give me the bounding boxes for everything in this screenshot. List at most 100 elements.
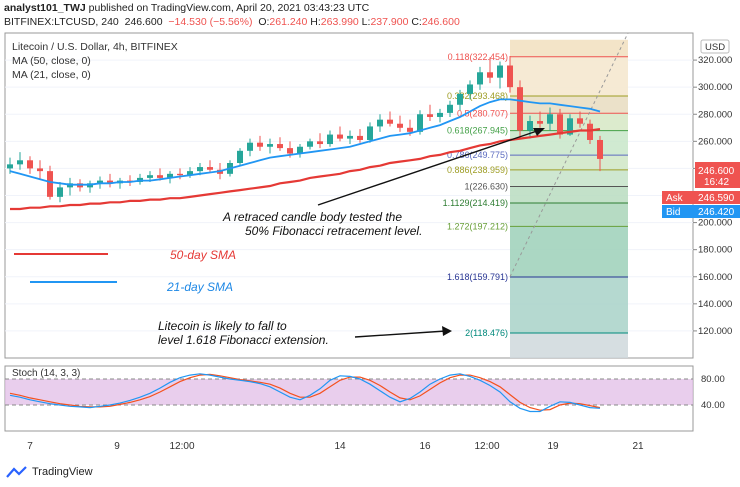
header-price: 246.600 [124,16,163,28]
candle-body [577,118,583,124]
fib-band [510,39,628,57]
sma21-annotation: 21-day SMA [166,280,233,294]
y-tick-label: 320.000 [698,55,732,66]
sma50-annotation: 50-day SMA [170,248,236,262]
fib-level-label: 0.5(280.707) [457,108,508,118]
candle-body [287,148,293,154]
candle-body [507,65,513,88]
y-tick-label: 300.000 [698,82,732,93]
stochastic-pane: 80.00 40.00 Stoch (14, 3, 3) [4,365,725,432]
candle-body [377,119,383,127]
retrace-annotation-1: A retraced candle body tested the [222,210,402,224]
candle-body [297,146,303,154]
candle-body [407,127,413,132]
fib-level-label: 0.118(322.454) [448,52,508,62]
y-tick-label: 280.000 [698,109,732,120]
stoch-level-label: 80.00 [701,374,725,385]
candle-body [567,118,573,135]
candle-body [57,187,63,197]
candle-body [207,167,213,170]
fib-band [510,169,628,187]
retrace-annotation-2: 50% Fibonacci retracement level. [245,224,422,238]
y-tick-label: 120.000 [698,326,732,337]
fall-arrow [354,330,447,338]
candle-body [237,150,243,163]
candle-body [267,144,273,147]
fall-annotation-2: level 1.618 Fibonacci extension. [158,333,329,347]
ma21-line [9,98,601,186]
ma50-legend: MA (50, close, 0) [12,55,91,67]
y-tick-label: 160.000 [698,272,732,283]
y-tick-label: 180.000 [698,245,732,256]
candle-body [477,72,483,85]
candle-body [397,123,403,128]
fib-level-label: 0.786(249.775) [447,150,508,160]
candle-body [557,114,563,135]
retrace-arrow [317,129,541,206]
stoch-band [5,379,693,405]
time-axis[interactable]: 7 9 12:00 14 16 12:00 19 21 [27,441,644,452]
candle-body [17,160,23,165]
publish-info: analyst101_TWJ published on TradingView.… [4,2,370,14]
svg-text:246.590: 246.590 [698,193,735,204]
candle-body [27,160,33,169]
candle-body [147,175,153,178]
footer-brand: TradingView [32,466,93,478]
candle-body [47,171,53,197]
fib-level-label: 2(118.476) [465,328,508,338]
svg-text:Bid: Bid [666,207,680,218]
header-change: −14.530 (−5.56%) [168,16,253,28]
currency-label: USD [705,42,725,53]
currency-badge[interactable] [700,39,730,54]
fib-level-label: 1(226.630) [464,182,508,192]
fib-band [510,186,628,204]
candle-body [157,175,163,178]
tradingview-logo[interactable]: TradingView [6,466,93,478]
chart-title: Litecoin / U.S. Dollar, 4h, BITFINEX [12,41,178,53]
x-tick-label: 12:00 [474,441,499,452]
ma50-line [10,128,601,211]
candle-body [497,65,503,78]
fib-level-label: 1.272(197.212) [447,221,508,231]
fib-band [510,226,628,278]
x-tick-label: 7 [27,441,33,452]
ask-tag: Ask 246.590 [662,191,740,204]
y-tick-label: 200.000 [698,218,732,229]
moving-averages [9,98,601,211]
author[interactable]: analyst101_TWJ [4,2,86,14]
fib-level-label: 0.886(238.959) [447,165,508,175]
candle-body [547,114,553,124]
candle-body [307,141,313,147]
fib-band [510,155,628,170]
candle-body [467,84,473,94]
candle-body [197,167,203,172]
fib-band [510,332,628,358]
candle-body [327,134,333,145]
fibonacci-extension: 0.118(322.454) 0.382(293.468) 0.5(280.707)… [443,32,629,358]
candle-body [7,164,13,169]
candle-body [537,121,543,124]
candle-body [447,104,453,113]
open-value: 261.240 [269,16,308,28]
low-value: 237.900 [370,16,409,28]
x-tick-label: 9 [114,441,120,452]
candle-body [597,139,603,159]
candle-body [337,134,343,139]
fib-band [510,56,628,97]
x-tick-label: 16 [419,441,431,452]
stoch-k-line [9,373,601,413]
candle-body [347,135,353,139]
candle-body [427,114,433,117]
candle-body [527,121,533,131]
y-tick-label: 140.000 [698,299,732,310]
candle-body [517,87,523,131]
y-tick-label: 260.000 [698,136,732,147]
fib-band [510,277,628,333]
fib-level-label: 1.1129(214.419) [443,198,508,208]
candle-body [587,123,593,140]
x-tick-label: 19 [547,441,559,452]
fib-level-label: 0.618(267.945) [447,126,508,136]
candle-body [457,93,463,105]
candle-body [357,135,363,140]
